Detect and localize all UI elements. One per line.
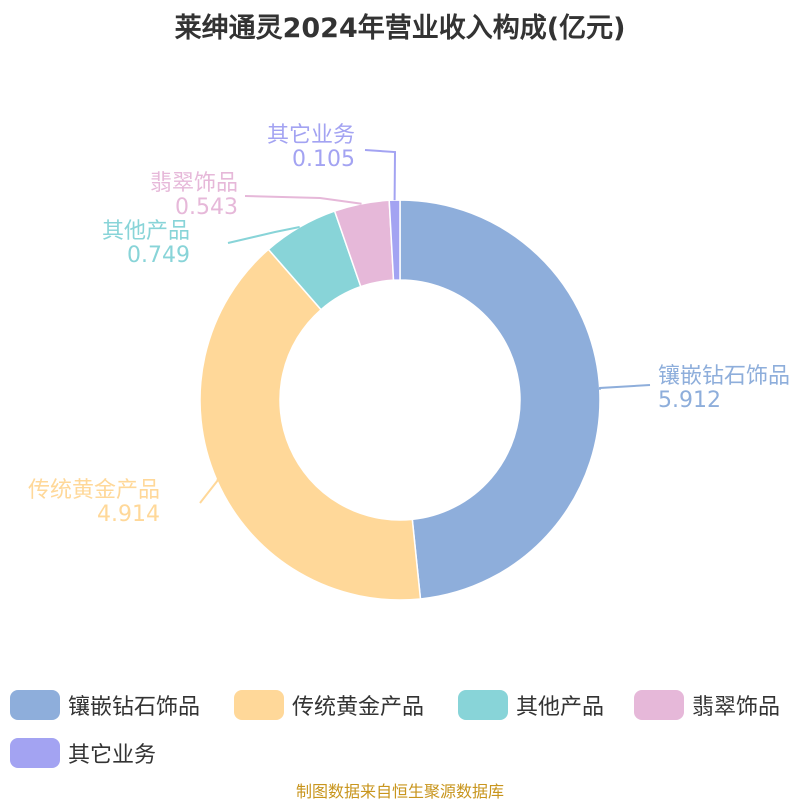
leader-line-2 [227, 226, 300, 244]
slice-label-4: 其它业务 [267, 123, 355, 148]
source-note: 制图数据来自恒生聚源数据库 [295, 782, 504, 800]
legend-item[interactable]: 其它业务 [10, 738, 156, 768]
slice-label-1: 传统黄金产品 [28, 478, 160, 503]
slice-0 [399, 199, 601, 600]
slice-value-3: 0.543 [175, 195, 238, 220]
legend-label: 镶嵌钻石饰品 [68, 695, 201, 720]
slice-value-4: 0.105 [292, 147, 355, 172]
legend-label: 传统黄金产品 [292, 695, 425, 720]
legend-item[interactable]: 镶嵌钻石饰品 [10, 690, 200, 720]
leader-line-0 [598, 384, 651, 390]
slice-1 [199, 248, 422, 601]
slice-label-3: 翡翠饰品 [150, 171, 238, 196]
legend-item[interactable]: 传统黄金产品 [234, 690, 424, 720]
slice-label-2: 其他产品 [102, 219, 190, 244]
legend-swatch [10, 738, 60, 768]
leader-line-3 [244, 195, 362, 205]
slice-value-2: 0.749 [127, 243, 190, 268]
legend-swatch [634, 690, 684, 720]
leader-line-4 [364, 149, 397, 201]
slice-value-1: 4.914 [97, 502, 160, 527]
legend-label: 翡翠饰品 [692, 695, 781, 720]
legend-label: 其他产品 [516, 695, 605, 720]
slice-label-0: 镶嵌钻石饰品 [658, 364, 790, 389]
slice-value-0: 5.912 [658, 388, 721, 413]
leader-line-1 [199, 478, 220, 504]
chart-title: 莱绅通灵2024年营业收入构成(亿元) [174, 13, 626, 44]
legend-item[interactable]: 其他产品 [458, 690, 604, 720]
legend-swatch [458, 690, 508, 720]
legend-label: 其它业务 [68, 743, 157, 768]
legend-swatch [10, 690, 60, 720]
legend-item[interactable]: 翡翠饰品 [634, 690, 780, 720]
legend-swatch [234, 690, 284, 720]
slice-4 [388, 199, 401, 281]
